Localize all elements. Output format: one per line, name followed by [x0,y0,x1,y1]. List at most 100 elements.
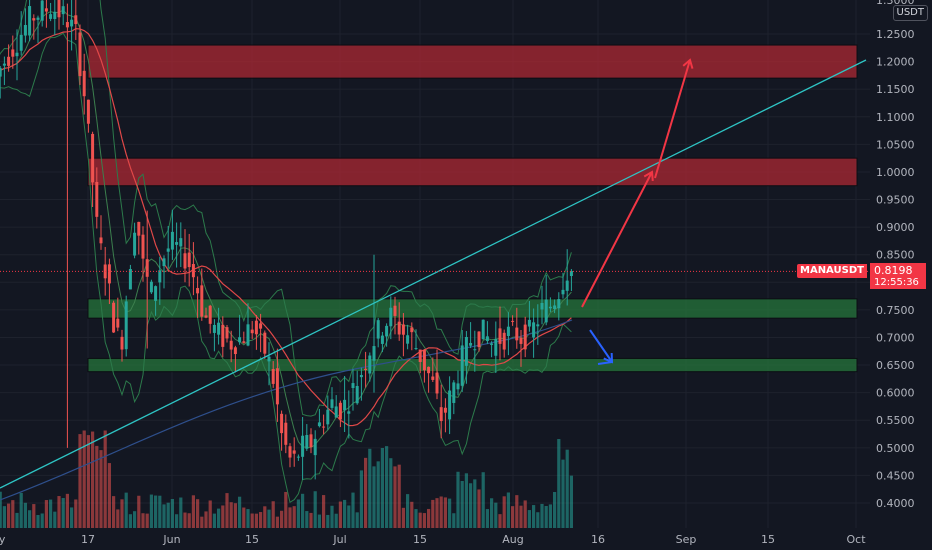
candle-body [133,232,137,256]
projection-arrow-1-head [643,170,654,182]
volume-bar [393,466,397,528]
candle-body [364,368,368,370]
y-tick-label: 0.5500 [876,414,915,427]
volume-bar [133,511,137,528]
candle-body [137,221,141,236]
candle-body [469,342,473,346]
candle-body [250,329,254,334]
volume-bar [149,494,153,528]
volume-bar [187,513,191,528]
volume-bar [196,499,200,528]
candle-body [502,332,506,350]
resistance-zone [87,44,858,79]
candle-body [212,324,216,333]
ma-red [0,27,572,427]
volume-bar [170,498,174,528]
candle-body [292,450,296,454]
candle-body [557,299,561,309]
candle-body [380,335,384,344]
volume-bar [452,513,456,528]
candle-body [435,372,439,394]
candle-body [149,281,153,293]
candle-body [259,323,263,329]
candle-body [343,399,347,411]
candle-body [65,22,69,28]
volume-bar [431,499,435,528]
y-tick-label: 0.9000 [876,221,915,234]
volume-bar [154,495,158,528]
volume-bar [53,511,57,528]
candle-body [317,422,321,427]
candle-body [162,258,166,267]
candle-body [301,435,305,457]
candle-body [401,324,405,335]
currency-label[interactable]: USDT [892,5,928,21]
candle-body [393,305,397,316]
volume-bar [477,489,481,528]
volume-bar [65,493,69,528]
candle-body [313,438,317,456]
y-tick-label: 0.8500 [876,249,915,262]
volume-bar [523,500,527,528]
x-tick-label: Jun [162,533,180,546]
y-tick-label: 1.0500 [876,138,915,151]
volume-bar [309,512,313,528]
volume-bar [284,491,288,528]
drawings-layer [0,58,867,489]
candle-body [443,407,447,413]
candle-body [175,242,179,245]
volume-bar [469,483,473,528]
y-tick-label: 0.4500 [876,469,915,482]
volume-bar [548,504,552,528]
candle-body [107,264,111,284]
candle-body [0,67,2,77]
candle-body [23,24,27,36]
y-tick-label: 0.9500 [876,194,915,207]
candle-body [338,402,342,420]
x-tick-label: 15 [413,533,427,546]
candle-body [275,368,279,405]
y-tick-label: 0.4000 [876,497,915,510]
volume-bar [19,492,23,528]
bollinger-upper [0,0,572,417]
volume-bar [544,505,548,528]
volume-bar [61,498,65,528]
volume-bar [406,494,410,528]
volume-bar [292,506,296,528]
volume-bar [103,430,107,528]
last-price-value: 0.8198 [870,263,926,278]
y-tick-label: 1.1500 [876,83,915,96]
candle-body [19,34,23,51]
volume-bar [485,509,489,528]
candle-body [452,382,456,403]
volume-bar [561,459,565,528]
candle-body [511,320,515,322]
candle-body [565,280,569,291]
volume-bar [112,496,116,528]
candle-body [464,337,468,366]
volume-bar [99,450,103,528]
time-axis[interactable]: May 17 Jun 15 Jul 15 Aug 16 Sep 15 Oct [0,533,866,546]
candle-body [11,49,15,57]
candle-body [112,302,116,333]
volume-bar [225,493,229,528]
candle-body [439,407,443,422]
volume-bar [326,514,330,528]
candle-body [305,435,309,449]
candle-body [359,375,363,378]
volume-bar [275,516,279,528]
volume-bar [238,496,242,528]
volume-bar [263,506,267,528]
candle-body [15,52,19,57]
x-tick-label: May [0,533,6,546]
candle-body [427,366,431,374]
volume-bar [191,495,195,528]
candlesticks [0,0,573,480]
volume-bar [569,475,573,528]
candle-body [225,327,229,339]
volume-bar [427,508,431,528]
candle-body [548,306,552,309]
support-zone [87,357,858,373]
candle-body [263,332,267,354]
